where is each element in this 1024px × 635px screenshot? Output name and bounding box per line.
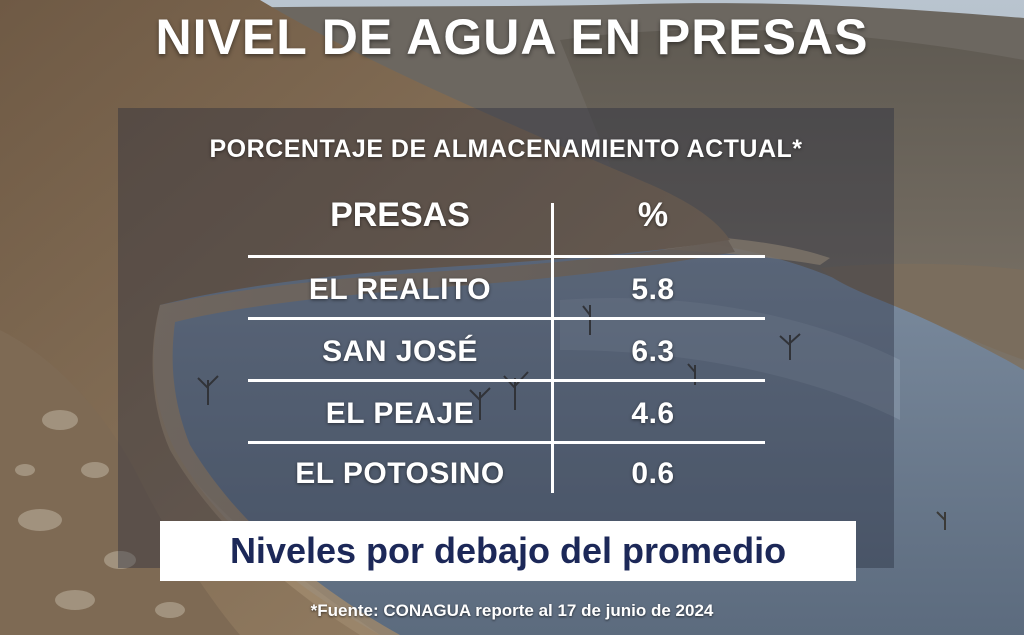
row-divider bbox=[248, 379, 765, 382]
source-note: *Fuente: CONAGUA reporte al 17 de junio … bbox=[310, 601, 714, 620]
overlay-panel bbox=[118, 108, 894, 568]
dam-percentage: 6.3 bbox=[631, 335, 675, 368]
column-header-percent: % bbox=[637, 196, 669, 234]
dam-name: EL PEAJE bbox=[325, 397, 475, 430]
row-divider bbox=[248, 317, 765, 320]
dam-percentage: 4.6 bbox=[631, 397, 675, 430]
dam-name: EL POTOSINO bbox=[295, 457, 505, 490]
subtitle: PORCENTAJE DE ALMACENAMIENTO ACTUAL* bbox=[209, 135, 803, 163]
dam-name: SAN JOSÉ bbox=[322, 335, 478, 368]
column-divider bbox=[551, 203, 554, 493]
dam-percentage: 5.8 bbox=[631, 273, 675, 306]
dam-name: EL REALITO bbox=[308, 273, 492, 306]
row-divider bbox=[248, 441, 765, 444]
column-header-presas: PRESAS bbox=[330, 196, 470, 234]
dam-percentage: 0.6 bbox=[631, 457, 675, 490]
page-title: NIVEL DE AGUA EN PRESAS bbox=[155, 9, 869, 65]
below-average-banner: Niveles por debajo del promedio bbox=[160, 521, 856, 581]
row-divider bbox=[248, 255, 765, 258]
